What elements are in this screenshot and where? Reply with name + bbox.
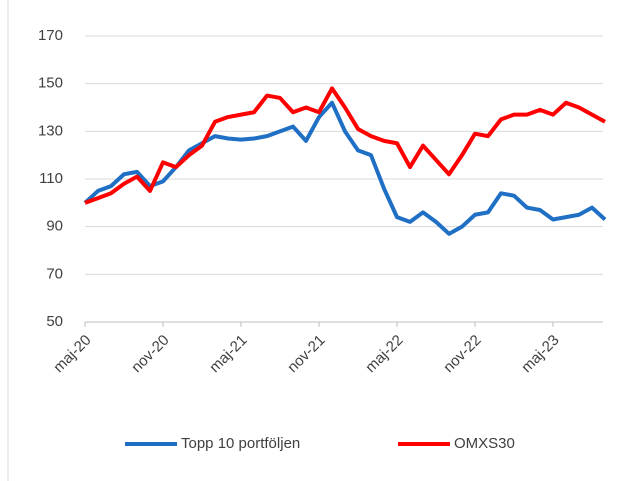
series-line (84, 86, 606, 205)
y-tick-label: 150 (38, 75, 63, 92)
y-tick-label: 170 (38, 27, 63, 44)
x-tick-label: maj-22 (362, 332, 406, 376)
x-tick-label: maj-23 (518, 332, 562, 376)
legend-label: Topp 10 portföljen (181, 435, 300, 452)
y-tick-label: 90 (46, 218, 63, 235)
y-tick-label: 130 (38, 122, 63, 139)
y-tick-label: 110 (39, 170, 63, 187)
y-tick-label: 70 (46, 265, 63, 282)
x-tick-label: maj-21 (206, 332, 250, 376)
series-line (83, 100, 607, 236)
x-tick-label: nov-22 (440, 332, 484, 376)
y-tick-label: 50 (46, 313, 63, 330)
x-tick-label: maj-20 (50, 332, 94, 376)
x-tick-label: nov-20 (128, 332, 172, 376)
legend-label: OMXS30 (454, 435, 515, 452)
x-tick-label: nov-21 (284, 332, 328, 376)
